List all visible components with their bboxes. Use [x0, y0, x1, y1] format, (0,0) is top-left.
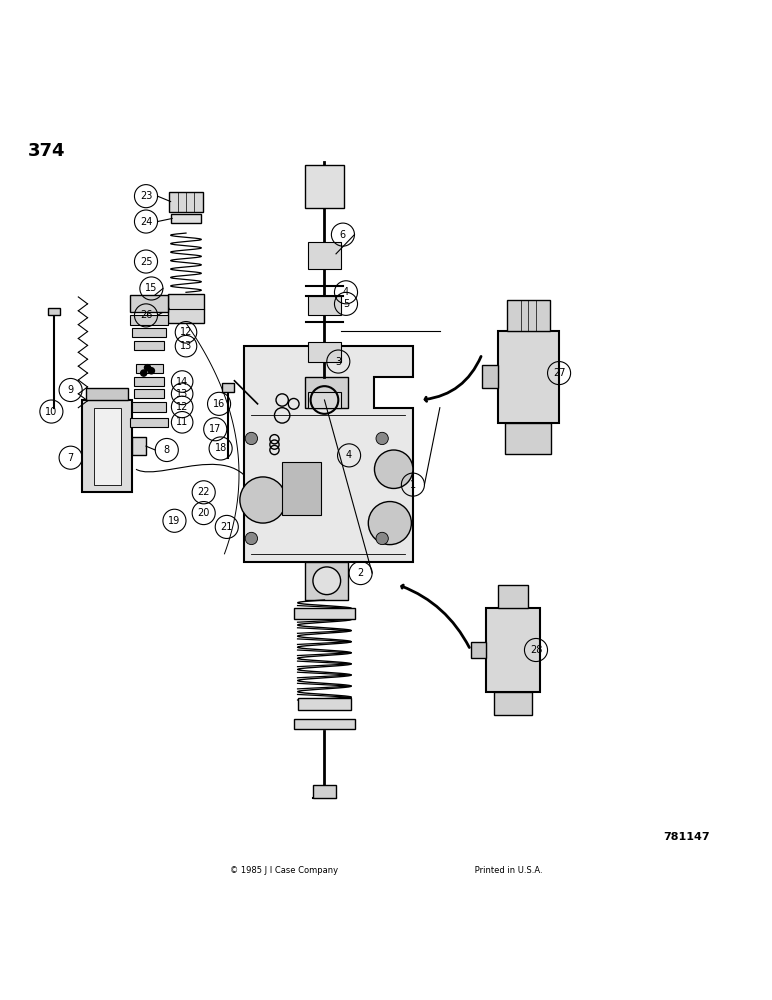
Text: 6: 6 — [340, 230, 346, 240]
Bar — [297, 698, 351, 710]
Text: 4: 4 — [343, 287, 349, 297]
Bar — [82, 400, 132, 492]
Circle shape — [376, 432, 388, 445]
Text: 28: 28 — [530, 645, 542, 655]
Text: 10: 10 — [46, 407, 57, 417]
Bar — [305, 377, 347, 408]
Text: 4: 4 — [346, 450, 352, 460]
Polygon shape — [244, 346, 413, 562]
Text: 22: 22 — [198, 487, 210, 497]
Bar — [132, 328, 167, 337]
Bar — [313, 785, 336, 798]
Text: 21: 21 — [221, 522, 233, 532]
Text: 13: 13 — [176, 389, 188, 399]
Circle shape — [313, 567, 340, 595]
Bar — [171, 214, 201, 223]
Text: 9: 9 — [68, 385, 73, 395]
Circle shape — [144, 365, 151, 371]
Circle shape — [240, 477, 286, 523]
Bar — [486, 608, 540, 692]
Text: 11: 11 — [176, 417, 188, 427]
Text: 8: 8 — [164, 445, 170, 455]
Circle shape — [141, 370, 147, 376]
Bar — [134, 389, 164, 398]
Bar — [293, 719, 355, 729]
Bar — [307, 392, 341, 408]
Text: 7: 7 — [67, 453, 74, 463]
Bar — [497, 331, 559, 423]
Bar — [293, 608, 355, 619]
Bar — [168, 294, 205, 323]
Bar — [471, 642, 486, 658]
Bar — [130, 315, 168, 325]
Bar — [307, 342, 341, 362]
Bar — [506, 300, 550, 331]
Bar — [130, 418, 168, 427]
Bar — [48, 308, 60, 315]
Text: 25: 25 — [140, 257, 152, 267]
Bar — [305, 165, 344, 208]
Bar — [134, 377, 164, 386]
Text: © 1985 J I Case Company                                                    Print: © 1985 J I Case Company Print — [230, 866, 542, 875]
Circle shape — [374, 450, 413, 488]
Text: 2: 2 — [357, 568, 364, 578]
Text: 12: 12 — [180, 327, 192, 337]
Bar — [493, 692, 532, 715]
Bar — [134, 341, 164, 350]
Bar — [307, 296, 341, 315]
Bar — [132, 437, 146, 455]
Bar — [305, 562, 347, 600]
Bar — [93, 408, 120, 485]
Circle shape — [148, 368, 154, 374]
Text: 15: 15 — [145, 283, 157, 293]
Text: 19: 19 — [168, 516, 181, 526]
Bar — [497, 585, 528, 608]
Text: 13: 13 — [180, 341, 192, 351]
Text: 781147: 781147 — [663, 832, 709, 842]
Text: 374: 374 — [29, 142, 66, 160]
Text: 14: 14 — [176, 377, 188, 387]
Circle shape — [245, 432, 258, 445]
Text: 5: 5 — [343, 299, 349, 309]
Bar — [307, 242, 341, 269]
Circle shape — [245, 532, 258, 545]
Text: 17: 17 — [209, 424, 222, 434]
Text: 24: 24 — [140, 217, 152, 227]
Bar — [136, 364, 163, 373]
Bar — [132, 402, 167, 412]
Text: 20: 20 — [198, 508, 210, 518]
Bar — [505, 423, 551, 454]
Text: 12: 12 — [176, 402, 188, 412]
Text: 16: 16 — [213, 399, 225, 409]
Text: 3: 3 — [335, 357, 341, 367]
Circle shape — [368, 502, 411, 545]
Bar — [86, 388, 128, 400]
Bar — [169, 192, 203, 212]
Bar — [130, 295, 168, 312]
Bar — [482, 365, 497, 388]
Bar — [282, 462, 320, 515]
Bar — [222, 383, 235, 392]
Text: 23: 23 — [140, 191, 152, 201]
Text: 26: 26 — [140, 310, 152, 320]
Text: 18: 18 — [215, 443, 227, 453]
Text: 27: 27 — [553, 368, 565, 378]
Circle shape — [376, 532, 388, 545]
Text: 1: 1 — [410, 480, 416, 490]
